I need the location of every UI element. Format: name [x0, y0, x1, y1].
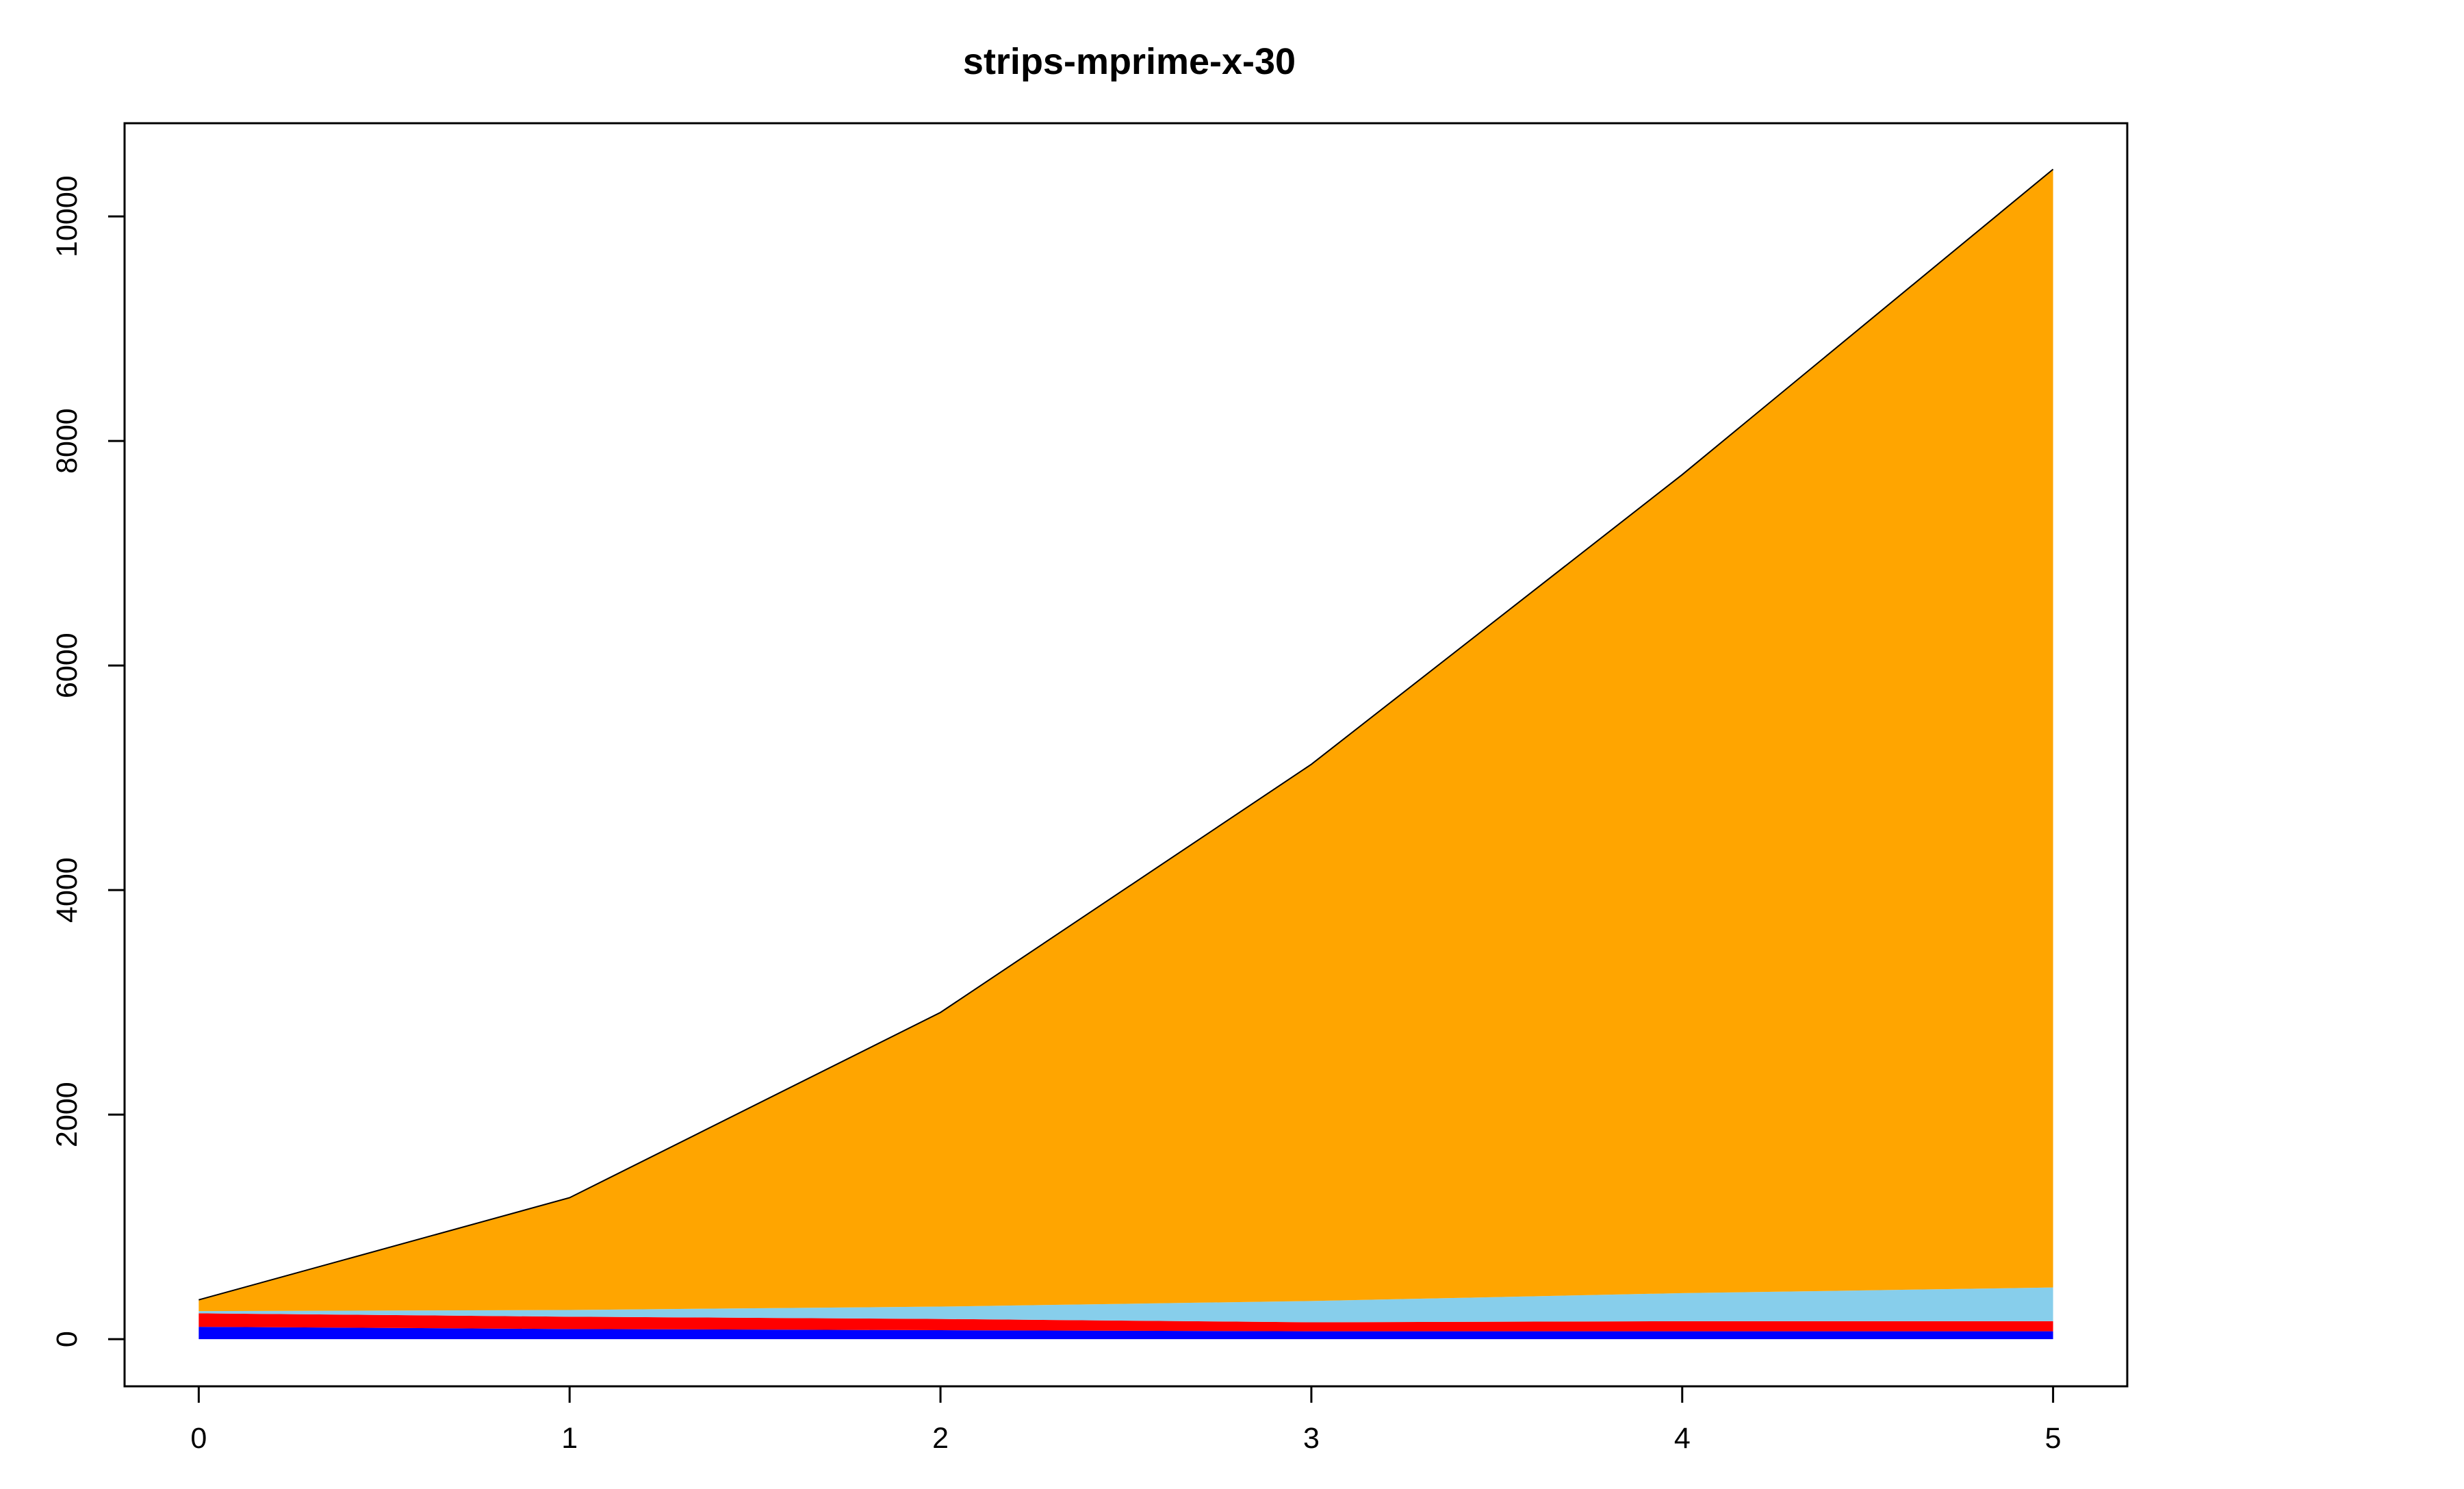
area-series-2 — [198, 1313, 2053, 1332]
x-tick-label: 3 — [1303, 1422, 1320, 1455]
y-tick-label: 8000 — [51, 408, 84, 474]
chart-title: strips-mprime-x-30 — [963, 41, 1296, 82]
x-axis: 0 1 2 3 4 5 — [190, 1385, 2062, 1455]
y-tick-label: 10000 — [51, 175, 84, 257]
x-tick-label: 5 — [2045, 1422, 2062, 1455]
area-series-1 — [198, 1327, 2053, 1340]
area-layers — [198, 169, 2053, 1340]
area-series-4 — [198, 169, 2053, 1312]
x-tick-label: 0 — [190, 1422, 207, 1455]
y-tick-label: 0 — [51, 1331, 84, 1347]
top-outline-line — [198, 168, 2054, 1301]
y-tick-label: 2000 — [51, 1082, 84, 1147]
x-tick-label: 4 — [1674, 1422, 1691, 1455]
area-series-3 — [198, 1287, 2053, 1323]
y-tick-label: 6000 — [51, 633, 84, 698]
y-axis: 0 2000 4000 6000 8000 10000 — [51, 175, 126, 1347]
x-tick-label: 1 — [561, 1422, 578, 1455]
y-tick-label: 4000 — [51, 857, 84, 923]
x-tick-label: 2 — [932, 1422, 949, 1455]
